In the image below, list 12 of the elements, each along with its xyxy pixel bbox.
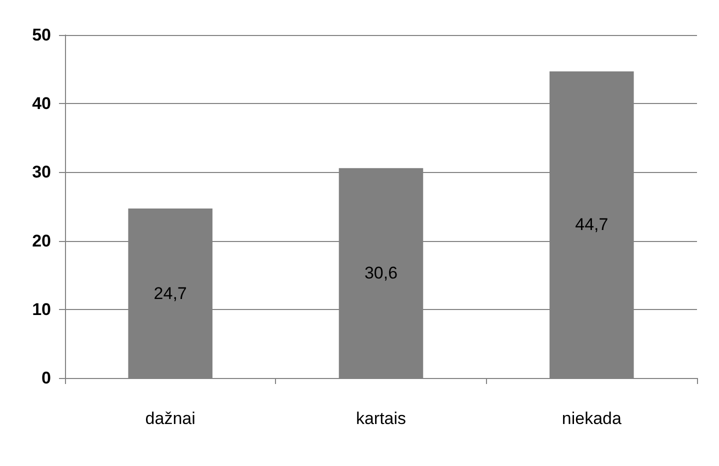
y-tick-label: 10 — [32, 300, 51, 319]
y-tick-label: 40 — [32, 94, 51, 114]
y-tick-label: 30 — [32, 162, 51, 182]
data-label: 44,7 — [575, 215, 608, 234]
y-tick-label: 0 — [42, 368, 51, 388]
x-tick-label: kartais — [356, 409, 406, 428]
x-tick-label: niekada — [562, 409, 622, 428]
data-label: 24,7 — [154, 284, 187, 303]
data-label: 30,6 — [364, 264, 398, 283]
y-tick-label: 20 — [32, 231, 51, 250]
x-tick-label: dažnai — [145, 409, 196, 428]
y-tick-label: 50 — [32, 26, 51, 44]
